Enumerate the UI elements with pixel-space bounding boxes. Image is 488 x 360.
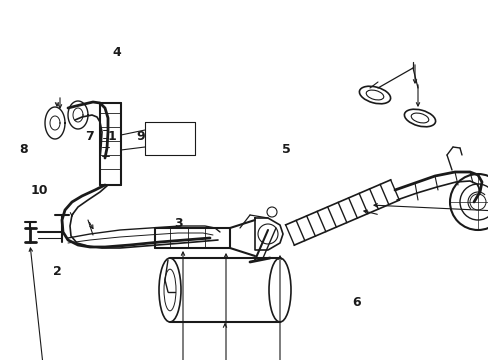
Text: 10: 10: [30, 184, 48, 197]
Text: 7: 7: [85, 130, 94, 143]
Text: 5: 5: [281, 143, 290, 156]
Text: 9: 9: [136, 130, 145, 143]
Text: 3: 3: [174, 217, 183, 230]
Text: 1: 1: [107, 130, 116, 143]
Text: 4: 4: [112, 46, 121, 59]
Text: 6: 6: [352, 296, 361, 309]
Text: 2: 2: [53, 265, 62, 278]
Text: 8: 8: [19, 143, 28, 156]
